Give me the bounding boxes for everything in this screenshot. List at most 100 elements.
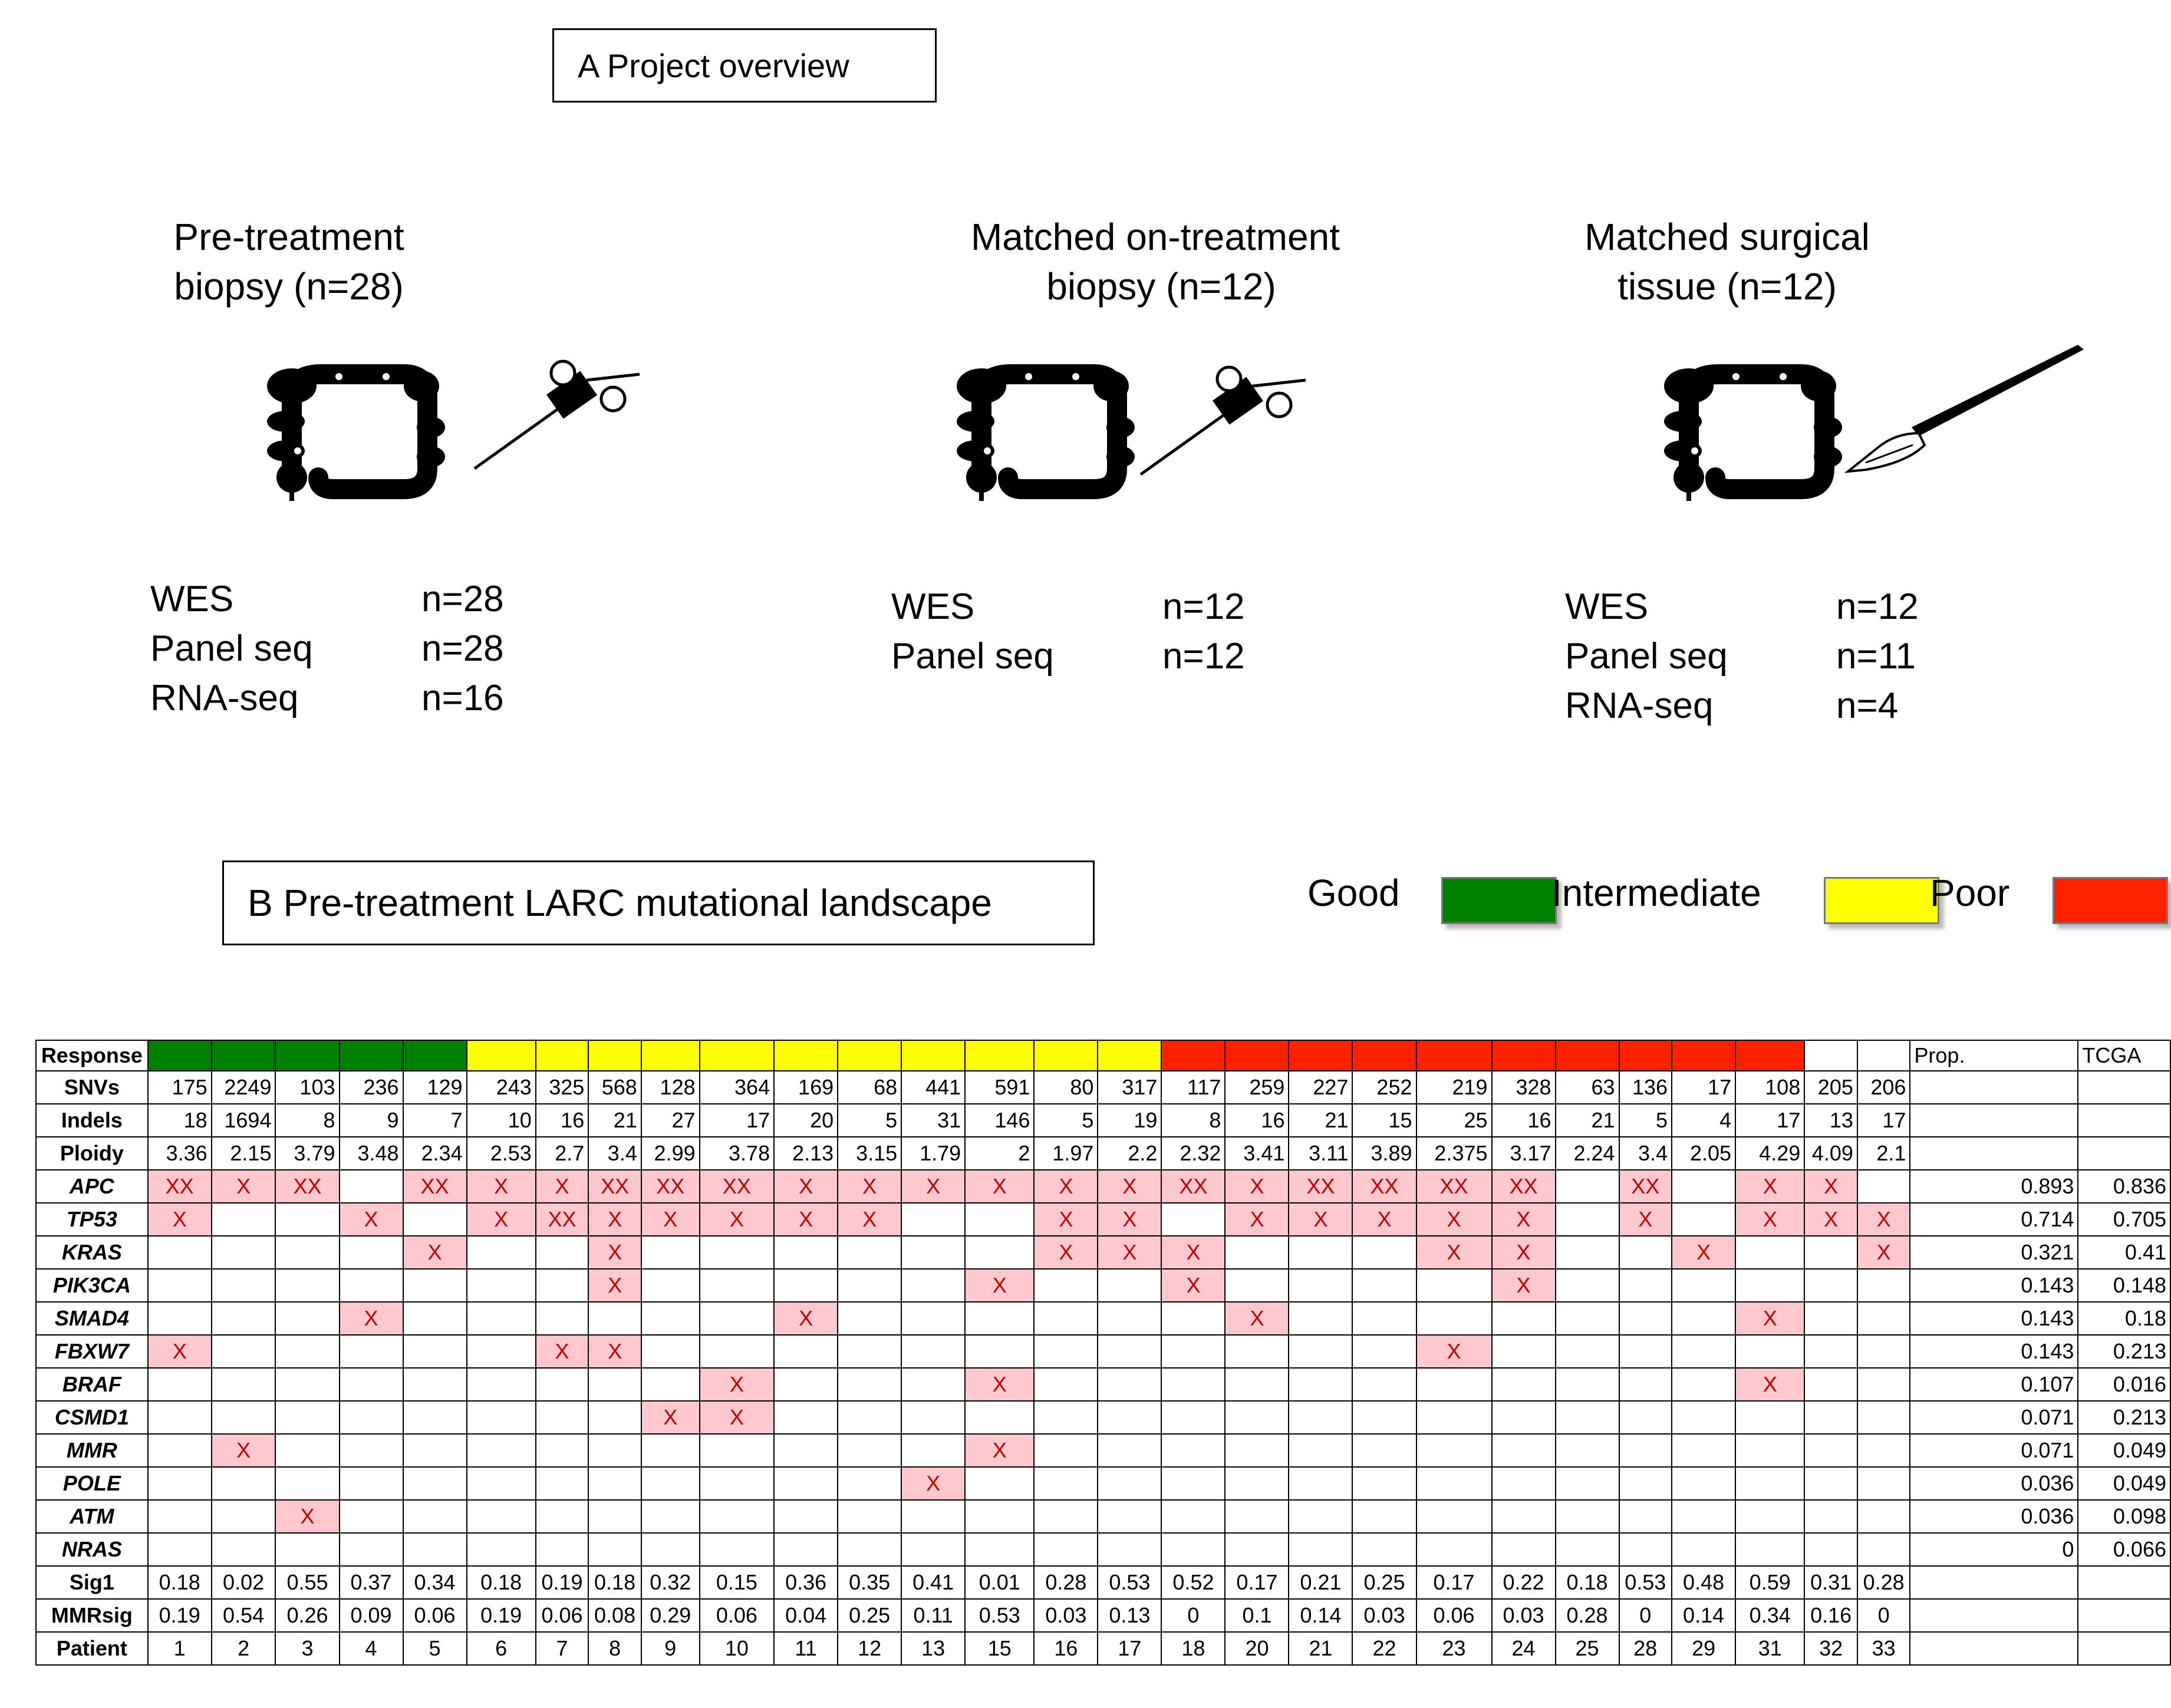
snvs-cell: 129 bbox=[402, 1070, 467, 1104]
ploidy-cell: 3.15 bbox=[837, 1136, 902, 1170]
stage-3-title-line1: Matched surgical bbox=[1584, 216, 1870, 258]
mutation-cell bbox=[1097, 1301, 1162, 1336]
mutation-cell bbox=[1352, 1466, 1417, 1501]
patients-cell: 13 bbox=[901, 1631, 966, 1666]
mutation-cell bbox=[1033, 1466, 1099, 1501]
mmrsig-cell: 0.54 bbox=[210, 1598, 276, 1633]
tcga-value: 0.41 bbox=[2077, 1235, 2171, 1270]
mutation-cell: X bbox=[1804, 1169, 1858, 1203]
mutation-cell: X bbox=[1033, 1235, 1099, 1270]
snvs-cell: 236 bbox=[338, 1070, 404, 1104]
mutation-cell bbox=[466, 1466, 536, 1501]
sig1-cell: 0.53 bbox=[1097, 1565, 1162, 1600]
ploidy-cell: 3.4 bbox=[588, 1136, 642, 1170]
scalpel-icon bbox=[1844, 345, 2084, 473]
mutation-cell bbox=[640, 1301, 700, 1336]
mutation-cell: X bbox=[1618, 1202, 1673, 1237]
mutation-cell: X bbox=[1415, 1235, 1493, 1270]
snvs-cell: 591 bbox=[964, 1070, 1035, 1104]
mutation-cell bbox=[1856, 1532, 1911, 1567]
mutation-cell bbox=[901, 1301, 966, 1336]
empty-cell bbox=[1909, 1136, 2079, 1170]
gene-label: FBXW7 bbox=[35, 1334, 149, 1369]
ploidy-cell: 2.13 bbox=[773, 1136, 839, 1170]
mutation-cell bbox=[147, 1301, 212, 1336]
indels-cell: 21 bbox=[1554, 1103, 1620, 1137]
mutation-cell bbox=[210, 1235, 276, 1270]
response-cell bbox=[1554, 1040, 1620, 1071]
mutation-cell bbox=[1856, 1466, 1911, 1501]
mutation-cell bbox=[1804, 1400, 1858, 1435]
mutation-cell bbox=[1097, 1499, 1162, 1534]
patients-cell: 10 bbox=[699, 1631, 775, 1666]
gene-row-atm: ATM X 0.036 0.098 bbox=[35, 1499, 2171, 1534]
mutation-cell bbox=[1161, 1433, 1226, 1468]
mutation-cell: X bbox=[210, 1169, 276, 1203]
response-cell bbox=[210, 1040, 276, 1071]
mutation-cell: X bbox=[402, 1235, 467, 1270]
sig1-row: Sig1 0.18 0.02 0.55 0.37 0.34 0.18 0.19 0.18 0.32… bbox=[35, 1565, 2171, 1600]
mmrsig-cell: 0.11 bbox=[901, 1598, 966, 1633]
mutation-cell bbox=[773, 1367, 839, 1402]
mutation-cell bbox=[837, 1301, 902, 1336]
mutation-cell bbox=[275, 1235, 340, 1270]
empty-cell bbox=[1909, 1070, 2079, 1104]
indels-cell: 16 bbox=[535, 1103, 589, 1137]
mmrsig-cell: 0.09 bbox=[338, 1598, 404, 1633]
mmrsig-cell: 0.06 bbox=[1415, 1598, 1493, 1633]
assay-row: WES n=12 bbox=[891, 582, 1245, 632]
mutation-cell bbox=[1491, 1499, 1556, 1534]
mutation-cell: XX bbox=[588, 1169, 642, 1203]
mutation-cell: X bbox=[640, 1400, 700, 1435]
response-cell bbox=[1618, 1040, 1673, 1071]
indels-cell: 5 bbox=[1033, 1103, 1099, 1137]
mutation-cell: X bbox=[1224, 1301, 1290, 1336]
tcga-value: 0.18 bbox=[2077, 1301, 2171, 1336]
mutation-cell bbox=[1856, 1400, 1911, 1435]
prop-value: 0.036 bbox=[1909, 1499, 2079, 1534]
mutation-cell: X bbox=[1491, 1268, 1556, 1303]
mmrsig-cell: 0.53 bbox=[964, 1598, 1035, 1633]
mutation-cell bbox=[837, 1400, 902, 1435]
mmrsig-cell: 0.06 bbox=[402, 1598, 467, 1633]
mutation-cell bbox=[1735, 1400, 1806, 1435]
response-cell bbox=[275, 1040, 340, 1071]
row-label: SNVs bbox=[35, 1070, 149, 1104]
mutation-cell bbox=[640, 1235, 700, 1270]
mutation-cell: X bbox=[1161, 1235, 1226, 1270]
patients-cell: 28 bbox=[1618, 1631, 1673, 1666]
snvs-cell: 328 bbox=[1491, 1070, 1556, 1104]
sig1-cell: 0.18 bbox=[147, 1565, 212, 1600]
panel-a-title: A Project overview bbox=[552, 28, 937, 103]
mutation-cell bbox=[210, 1334, 276, 1369]
mutation-cell bbox=[1097, 1334, 1162, 1369]
mutation-cell bbox=[1618, 1400, 1673, 1435]
mutation-cell bbox=[402, 1433, 467, 1468]
mutation-cell bbox=[147, 1268, 212, 1303]
ploidy-cell: 3.89 bbox=[1352, 1136, 1417, 1170]
response-cell bbox=[964, 1040, 1035, 1071]
mutation-cell bbox=[338, 1532, 404, 1567]
assay-label: Panel seq bbox=[1565, 636, 1728, 677]
prop-value: 0.107 bbox=[1909, 1367, 2079, 1402]
mutation-cell bbox=[640, 1433, 700, 1468]
ploidy-cell: 2.24 bbox=[1554, 1136, 1620, 1170]
mutation-cell bbox=[1554, 1466, 1620, 1501]
stage-1-title-line2: biopsy (n=28) bbox=[174, 265, 404, 308]
mutation-cell bbox=[588, 1433, 642, 1468]
mutation-cell bbox=[901, 1268, 966, 1303]
response-cell bbox=[699, 1040, 775, 1071]
sig1-cell: 0.22 bbox=[1491, 1565, 1556, 1600]
mutation-cell bbox=[1161, 1499, 1226, 1534]
mutation-cell bbox=[901, 1334, 966, 1369]
mutation-cell bbox=[1671, 1169, 1737, 1203]
ploidy-cell: 4.09 bbox=[1804, 1136, 1858, 1170]
sig1-cell: 0.15 bbox=[699, 1565, 775, 1600]
mutation-cell: X bbox=[640, 1202, 700, 1237]
mutation-cell bbox=[1415, 1433, 1493, 1468]
mutation-cell bbox=[402, 1400, 467, 1435]
stage-2-title-line1: Matched on-treatment bbox=[970, 216, 1340, 258]
mutation-cell bbox=[640, 1466, 700, 1501]
mutation-cell: X bbox=[338, 1301, 404, 1336]
patient-row: Patient 1 2 3 4 5 6 7 8 9 10 11 12 13 15 16 17 18 20 21 22 23… bbox=[35, 1631, 2171, 1666]
